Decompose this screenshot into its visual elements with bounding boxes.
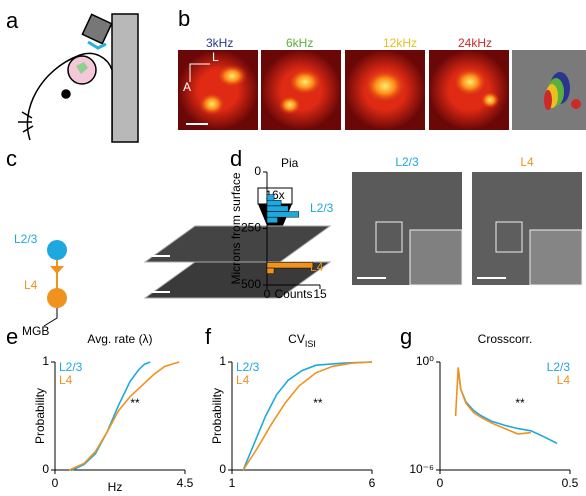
area: [544, 90, 552, 110]
frequency-label: 24kHz: [458, 36, 492, 50]
annotation: **: [515, 396, 525, 410]
objective: [82, 14, 111, 43]
bar: [267, 195, 274, 201]
legend-label: L2/3: [236, 360, 260, 374]
layer-label: L4: [24, 278, 38, 292]
y-tick-label: 10⁰: [416, 354, 434, 368]
legend-label: L4: [557, 373, 571, 387]
panel-label: a: [6, 8, 19, 33]
x-tick-label: 0: [52, 476, 59, 490]
bar: [267, 200, 281, 206]
hotspot: [363, 68, 407, 104]
tonotopy-tiles: L A: [178, 50, 586, 130]
series-line: [243, 362, 372, 470]
x-tick-label: 0: [437, 476, 444, 490]
legend-label: L2/3: [547, 360, 571, 374]
y-tick-label: 10⁻⁶: [409, 462, 434, 476]
image-label: L2/3: [395, 155, 419, 169]
chart-title: Crosscorr.: [478, 332, 533, 346]
y-tick-label: 500: [241, 277, 261, 291]
hotspot: [198, 92, 226, 116]
stage: [112, 14, 138, 142]
orientation-label: A: [183, 80, 191, 94]
x-tick-label: 6: [369, 476, 376, 490]
panel-label: d: [230, 146, 242, 171]
x-tick-label: 15: [313, 287, 327, 301]
annotation: **: [313, 396, 323, 410]
legend-label: L4: [236, 373, 250, 387]
bar: [267, 262, 313, 268]
panel-label: c: [6, 146, 17, 171]
frequency-label: 3kHz: [206, 36, 233, 50]
y-tick-label: 0: [254, 164, 261, 178]
x-axis-label: Hz: [108, 480, 123, 494]
inset: [410, 230, 462, 285]
frequency-label: 12kHz: [383, 36, 417, 50]
series-line: [458, 369, 557, 443]
x-tick-label: 1: [229, 476, 236, 490]
legend-label: L4: [310, 260, 324, 274]
eye: [62, 90, 70, 98]
panel-label: f: [205, 324, 212, 349]
y-tick-label: 0: [42, 462, 49, 476]
panel-label: e: [6, 324, 18, 349]
series-line: [69, 362, 179, 470]
field-images: L2/3 L4: [352, 155, 582, 285]
panel-label: g: [400, 324, 412, 349]
title-text: Crosscorr.: [478, 332, 533, 346]
y-axis-label: Probability: [33, 388, 47, 444]
inset: [530, 230, 582, 285]
area: [571, 99, 581, 109]
hotspot: [278, 95, 302, 115]
chart-title: CVISI: [288, 332, 316, 349]
title-subscript: ISI: [305, 339, 316, 349]
input-label: MGB: [22, 324, 49, 338]
layer-label: L2/3: [14, 232, 38, 246]
orientation-label: L: [212, 50, 219, 64]
hotspot: [287, 68, 323, 96]
annotation: **: [130, 396, 140, 410]
y-axis-label: Microns from surface: [229, 172, 243, 284]
synapse: [50, 266, 64, 274]
legend-label: L2/3: [310, 201, 334, 215]
series-line: [243, 362, 372, 470]
title-text: Avg. rate (λ): [87, 332, 152, 346]
figure: a b c d e f g L A 16x L2/3 L4 MGB L2/3 L…: [0, 0, 586, 496]
bar: [267, 268, 274, 274]
legend-label: L4: [59, 373, 73, 387]
y-tick-label: 1: [219, 354, 226, 368]
annotation: Pia: [281, 156, 299, 170]
x-tick-label: 0.5: [562, 476, 579, 490]
mouse-drawing: [18, 14, 138, 142]
bar: [267, 212, 299, 218]
frequency-label: 6kHz: [286, 36, 313, 50]
l23-neuron: [47, 240, 67, 260]
series-line: [72, 362, 150, 470]
y-tick-label: 1: [42, 354, 49, 368]
chart-title: Avg. rate (λ): [87, 332, 152, 346]
hotspot: [452, 67, 488, 97]
hotspot: [480, 91, 500, 109]
bar: [267, 217, 278, 223]
x-axis-label: Counts: [274, 287, 312, 301]
title-text: CV: [288, 332, 305, 346]
image-label: L4: [520, 155, 534, 169]
x-tick-label: 0: [264, 287, 271, 301]
legend-label: L2/3: [59, 360, 83, 374]
bar: [267, 206, 288, 212]
l4-neuron: [47, 288, 67, 308]
y-axis-label: Probability: [210, 388, 224, 444]
hotspot: [216, 64, 248, 88]
y-tick-label: 0: [219, 462, 226, 476]
panel-label: b: [178, 6, 190, 31]
x-tick-label: 4.5: [177, 476, 194, 490]
y-tick-label: 250: [241, 221, 261, 235]
